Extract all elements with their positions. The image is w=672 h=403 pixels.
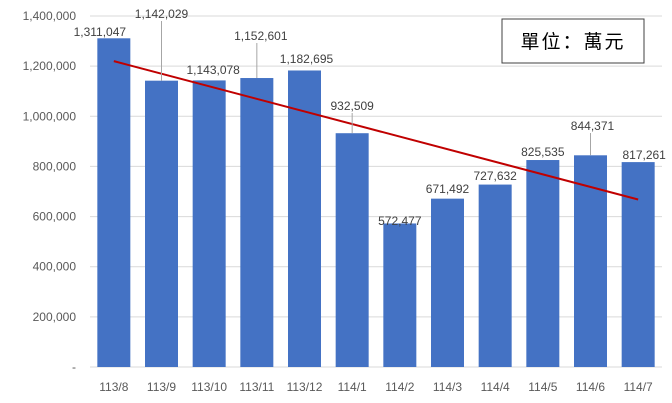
y-tick-label: 1,200,000 — [23, 59, 77, 73]
y-tick-label: 400,000 — [33, 260, 77, 274]
y-tick-label: 200,000 — [33, 310, 77, 324]
y-tick-label: 1,000,000 — [23, 109, 77, 123]
data-label: 572,477 — [378, 214, 422, 228]
x-tick-label: 114/2 — [385, 380, 414, 394]
bar — [240, 78, 274, 368]
data-label: 1,182,695 — [280, 52, 334, 66]
x-tick-label: 113/8 — [99, 380, 128, 394]
x-tick-label: 113/11 — [239, 380, 274, 394]
data-label: 1,143,078 — [186, 63, 240, 77]
trendline — [113, 60, 639, 201]
y-tick-label: - — [72, 360, 76, 374]
bar — [288, 70, 321, 367]
bar — [145, 80, 178, 368]
x-tick-label: 113/12 — [287, 380, 323, 394]
data-label: 1,142,029 — [135, 7, 189, 21]
data-label: 1,311,047 — [74, 25, 127, 39]
bar — [478, 184, 512, 367]
y-tick-label: 1,400,000 — [23, 9, 77, 23]
data-label: 1,152,601 — [234, 29, 288, 43]
x-tick-label: 114/5 — [528, 380, 557, 394]
y-axis-ticks: - 200,000 400,000 600,000 800,000 1,000,000 1,… — [23, 9, 77, 374]
x-tick-label: 113/10 — [191, 380, 227, 394]
x-tick-label: 114/7 — [624, 380, 653, 394]
bar — [431, 198, 464, 367]
data-labels: 1,311,047 1,142,029 1,143,078 1,152,601 1,18… — [74, 7, 667, 228]
x-axis-ticks: 113/8 113/9 113/10 113/11 113/12 114/1 114/2 11… — [99, 380, 653, 394]
x-tick-label: 113/9 — [147, 380, 176, 394]
bar — [621, 162, 655, 367]
unit-note: 單位：萬元 — [520, 31, 625, 53]
x-tick-label: 114/1 — [338, 380, 367, 394]
x-tick-label: 114/3 — [433, 380, 462, 394]
x-tick-label: 114/6 — [576, 380, 605, 394]
y-tick-label: 600,000 — [33, 210, 77, 224]
bar — [383, 223, 417, 367]
bar — [192, 80, 226, 368]
data-label: 671,492 — [426, 182, 470, 196]
bar — [97, 38, 131, 367]
trendline-group — [113, 60, 639, 201]
y-tick-label: 800,000 — [33, 159, 77, 173]
x-tick-label: 114/4 — [481, 380, 510, 394]
bar — [335, 133, 369, 367]
data-label: 825,535 — [521, 145, 565, 159]
gridlines — [90, 15, 662, 368]
data-label: 844,371 — [571, 119, 615, 133]
unit-box: 單位：萬元 — [501, 18, 645, 64]
data-label: 727,632 — [473, 169, 517, 183]
bars — [97, 38, 655, 368]
data-label: 817,261 — [622, 148, 666, 162]
bar — [526, 160, 560, 367]
data-label: 932,509 — [330, 99, 374, 113]
